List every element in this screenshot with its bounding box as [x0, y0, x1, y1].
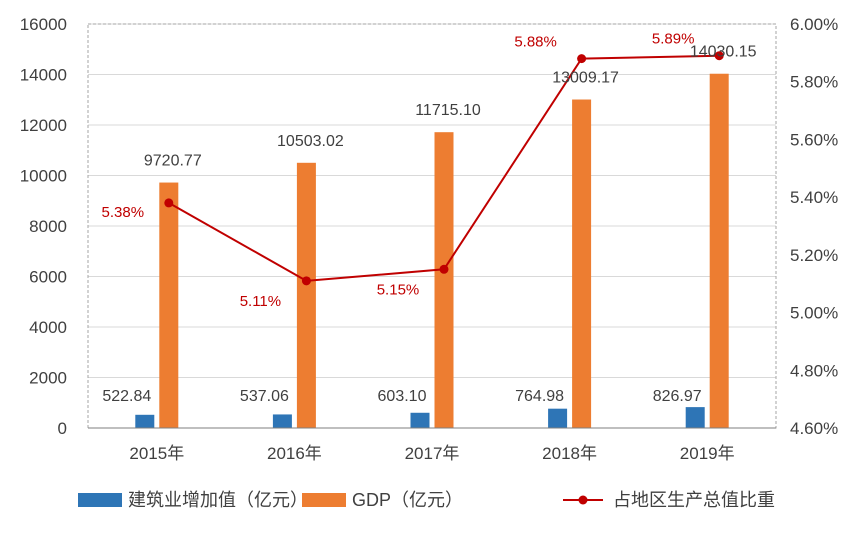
legend-label: GDP（亿元）	[352, 490, 463, 510]
gdp-value-label: 14030.15	[690, 44, 757, 61]
construction-value-label: 537.06	[240, 388, 289, 405]
construction-value-label: 522.84	[102, 388, 151, 405]
ratio-value-label: 5.15%	[377, 281, 420, 298]
left-axis-tick-label: 12000	[20, 116, 67, 135]
gdp-bar	[434, 132, 454, 428]
ratio-point	[164, 198, 174, 208]
ratio-value-label: 5.11%	[240, 293, 281, 310]
gdp-value-label: 9720.77	[144, 153, 202, 170]
construction-bar	[135, 414, 155, 428]
right-axis-tick-label: 5.40%	[790, 188, 838, 207]
category-label: 2016年	[267, 444, 322, 463]
left-axis-tick-label: 6000	[29, 268, 67, 287]
gridlines	[88, 23, 776, 378]
legend-swatch	[302, 493, 346, 507]
right-axis-tick-label: 5.80%	[790, 73, 838, 92]
gdp-value-label: 11715.10	[415, 102, 481, 119]
left-axis-tick-label: 14000	[20, 66, 67, 85]
construction-bar	[685, 407, 705, 428]
ratio-point	[714, 51, 724, 61]
right-axis-tick-label: 5.60%	[790, 130, 838, 149]
right-axis-tick-label: 5.20%	[790, 246, 838, 265]
gdp-value-label: 10503.02	[277, 133, 344, 150]
gdp-bar	[572, 99, 592, 428]
construction-value-label: 764.98	[515, 388, 564, 405]
right-axis-ticks: 4.60% 4.80% 5.00% 5.20% 5.40% 5.60% 5.80% 6.00%	[790, 15, 838, 438]
ratio-point	[439, 264, 449, 274]
ratio-point	[577, 54, 587, 64]
left-axis-tick-label: 8000	[29, 217, 67, 236]
data-labels: 522.84 537.06 603.10 764.98 826.97 9720.77 105…	[102, 31, 757, 405]
ratio-value-label: 5.89%	[652, 31, 695, 48]
category-labels: 2015年 2016年 2017年 2018年 2019年	[129, 444, 734, 463]
left-axis-ticks: 0 2000 4000 6000 8000 10000 12000 14000 16000	[20, 15, 67, 438]
left-axis-tick-label: 10000	[20, 167, 67, 186]
construction-bar	[410, 412, 430, 428]
legend-label: 占地区生产总值比重	[613, 490, 775, 510]
right-axis-tick-label: 4.60%	[790, 419, 838, 438]
right-axis-tick-label: 6.00%	[790, 15, 838, 34]
ratio-line	[164, 51, 724, 286]
ratio-value-label: 5.88%	[514, 34, 557, 51]
gdp-value-label: 13009.17	[552, 70, 619, 87]
category-label: 2018年	[542, 444, 597, 463]
right-axis-tick-label: 4.80%	[790, 361, 838, 380]
construction-bar	[548, 408, 568, 428]
left-axis-tick-label: 0	[58, 419, 67, 438]
left-axis-tick-label: 4000	[29, 318, 67, 337]
gdp-bar	[296, 162, 316, 428]
category-label: 2017年	[405, 444, 460, 463]
gdp-bar	[159, 182, 179, 428]
construction-value-label: 826.97	[653, 388, 702, 405]
legend-swatch	[78, 493, 122, 507]
legend-marker	[578, 495, 588, 505]
gdp-bar	[709, 73, 729, 429]
left-axis-tick-label: 16000	[20, 15, 67, 34]
left-axis-tick-label: 2000	[29, 369, 67, 388]
ratio-value-label: 5.38%	[102, 204, 145, 221]
ratio-point	[301, 276, 311, 286]
legend-label: 建筑业增加值（亿元）	[128, 490, 308, 510]
right-axis-tick-label: 5.00%	[790, 304, 838, 323]
construction-bar	[272, 414, 292, 428]
bars	[135, 73, 729, 429]
construction-value-label: 603.10	[378, 388, 427, 405]
legend: 建筑业增加值（亿元） GDP（亿元） 占地区生产总值比重	[78, 490, 775, 510]
category-label: 2019年	[680, 444, 735, 463]
category-label: 2015年	[129, 444, 184, 463]
